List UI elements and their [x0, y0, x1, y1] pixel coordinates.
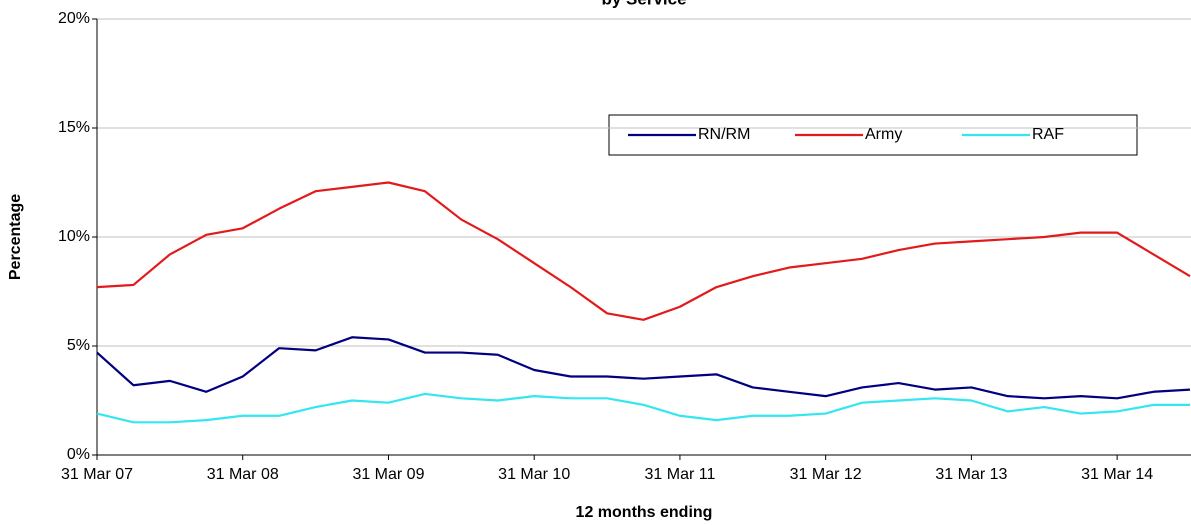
- chart-title: by Service: [601, 0, 686, 8]
- series-line: [96, 336, 1191, 400]
- x-tick-label: 31 Mar 07: [61, 466, 133, 483]
- series-line: [96, 392, 1190, 424]
- legend-label: RAF: [1032, 126, 1064, 143]
- x-tick-label: 31 Mar 09: [352, 466, 424, 483]
- x-tick-label: 31 Mar 11: [645, 466, 716, 483]
- x-tick-label: 31 Mar 08: [207, 466, 279, 483]
- x-axis-label: 12 months ending: [576, 504, 713, 521]
- y-axis-label: Percentage: [7, 194, 24, 280]
- x-tick-label: 31 Mar 10: [498, 466, 570, 483]
- x-tick-label: 31 Mar 14: [1081, 466, 1153, 483]
- x-tick-label: 31 Mar 12: [790, 466, 862, 483]
- legend-label: RN/RM: [698, 126, 750, 143]
- legend-label: Army: [865, 126, 902, 143]
- y-tick-label: 5%: [67, 337, 90, 354]
- series-line: [96, 181, 1191, 321]
- legend-box: [608, 114, 1138, 156]
- y-tick-label: 15%: [58, 119, 90, 136]
- y-tick-label: 0%: [67, 446, 90, 463]
- y-tick-label: 10%: [58, 228, 90, 245]
- x-tick-label: 31 Mar 13: [935, 466, 1007, 483]
- y-tick-label: 20%: [58, 10, 90, 27]
